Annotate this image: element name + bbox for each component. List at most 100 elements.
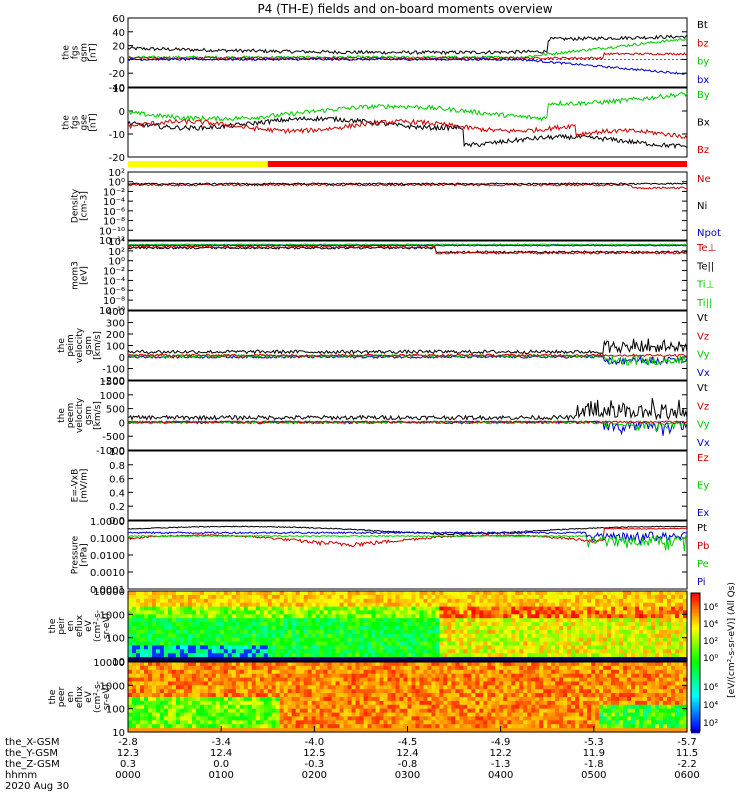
x-tick-value: -1.3 <box>491 759 511 770</box>
x-tick-value: 0500 <box>581 770 606 781</box>
x-tick-value: 12.4 <box>396 748 418 759</box>
y-tick-label: 1.0000 <box>90 517 125 528</box>
panel-temperature: 10⁴10²10⁰10⁻²10⁻⁴10⁻⁶10⁻⁸10⁻¹⁰mom3[eV]Te… <box>71 237 717 317</box>
legend-Vx: Vx <box>697 368 710 379</box>
legend-Ti||: Ti|| <box>696 298 712 309</box>
x-tick-value: 0400 <box>488 770 513 781</box>
colorbar-tick: 10⁰ <box>703 654 718 664</box>
y-tick-label: 0.2 <box>109 502 125 513</box>
y-tick-label: -20 <box>109 153 125 164</box>
mode-bar-segment-0 <box>128 161 268 167</box>
legend-Bt: Bt <box>697 20 708 31</box>
series-Pt <box>128 526 687 535</box>
legend-Ex: Ex <box>697 508 709 519</box>
legend-Vz: Vz <box>697 331 709 342</box>
y-tick-label: 500 <box>106 405 125 416</box>
x-row-label: the_Z-GSM <box>5 759 60 770</box>
x-tick-value: 0.3 <box>120 759 136 770</box>
panel-frame <box>128 521 687 589</box>
x-date-label: 2020 Aug 30 <box>5 781 69 792</box>
series-bz <box>128 53 687 59</box>
y-tick-label: 0 <box>119 55 125 66</box>
y-tick-label: 0.0100 <box>90 551 125 562</box>
y-axis-label: [mV/m] <box>80 469 90 503</box>
x-tick-value: 0300 <box>395 770 420 781</box>
x-tick-value: -5.7 <box>677 737 697 748</box>
legend-Te⊥: Te⊥ <box>696 243 716 254</box>
y-tick-label: 0.6 <box>109 475 125 486</box>
colorbar-tick: 10⁴ <box>703 620 718 630</box>
panel-frame <box>128 241 687 310</box>
legend-Vz: Vz <box>697 401 709 412</box>
y-tick-label: 1500 <box>100 377 125 388</box>
x-tick-value: -0.3 <box>305 759 325 770</box>
legend-bz: bz <box>697 38 709 49</box>
y-tick-label: 400 <box>106 307 125 318</box>
series-Te <box>128 245 687 246</box>
x-tick-value: -3.4 <box>211 737 231 748</box>
y-tick-label: -500 <box>102 432 125 443</box>
y-tick-label: 0 <box>119 353 125 364</box>
series-Vt <box>128 398 687 420</box>
spectrogram-cells <box>128 662 688 733</box>
legend-Npot: Npot <box>697 228 721 239</box>
x-tick-value: -1.8 <box>584 759 604 770</box>
colorbar-tick: 10⁶ <box>703 603 718 613</box>
y-tick-label: 100 <box>106 342 125 353</box>
series-Bt <box>128 35 687 54</box>
series-Vx <box>128 356 687 365</box>
y-axis-label: sr-eV) <box>102 684 112 710</box>
x-row-label: the_Y-GSM <box>5 748 58 759</box>
legend-Ni: Ni <box>697 201 707 212</box>
y-tick-label: 10000 <box>93 658 125 669</box>
y-tick-label: 0.8 <box>109 461 125 472</box>
x-tick-value: -4.0 <box>305 737 325 748</box>
x-tick-value: -5.3 <box>584 737 604 748</box>
x-tick-value: 11.5 <box>676 748 698 759</box>
y-tick-label: 40 <box>112 28 125 39</box>
legend-Vx: Vx <box>697 438 710 449</box>
y-axis-label: [eV] <box>80 266 90 285</box>
y-tick-label: 20 <box>112 42 125 53</box>
x-tick-value: -2.2 <box>677 759 697 770</box>
y-axis-label: [nT] <box>89 113 99 131</box>
legend-By: By <box>697 90 710 101</box>
x-tick-value: 12.5 <box>303 748 325 759</box>
colorbar-tick: 10² <box>703 719 718 729</box>
legend-Ne: Ne <box>697 174 711 185</box>
legend-Ez: Ez <box>697 453 709 464</box>
y-tick-label: 1.0 <box>109 447 125 458</box>
legend-Vt: Vt <box>697 313 708 324</box>
legend-Ey: Ey <box>697 481 709 492</box>
x-tick-value: -4.5 <box>398 737 418 748</box>
series-Vt <box>128 339 687 354</box>
series-Teperp <box>128 246 687 254</box>
legend-Pt: Pt <box>697 523 707 534</box>
legend-Vy: Vy <box>697 420 710 431</box>
y-tick-label: 1000 <box>100 391 125 402</box>
x-tick-value: -4.9 <box>491 737 511 748</box>
legend-by: by <box>697 57 709 68</box>
series-By <box>128 92 687 120</box>
legend-Te||: Te|| <box>696 261 714 272</box>
legend-Bx: Bx <box>697 118 710 129</box>
legend-Pe: Pe <box>697 559 709 570</box>
y-tick-label: -100 <box>102 365 125 376</box>
legend-Bz: Bz <box>697 145 709 156</box>
y-tick-label: -20 <box>109 69 125 80</box>
x-tick-value: 12.3 <box>117 748 139 759</box>
legend-bx: bx <box>697 75 709 86</box>
legend-Vy: Vy <box>697 350 710 361</box>
y-tick-label: 0.0010 <box>90 568 125 579</box>
x-tick-value: 12.4 <box>210 748 232 759</box>
series-bx <box>128 58 687 74</box>
panel-frame <box>128 172 687 240</box>
y-axis-label: sr-eV) <box>102 613 112 639</box>
chart-title: P4 (TH-E) fields and on-board moments ov… <box>257 2 552 16</box>
legend-Pi: Pi <box>697 577 706 588</box>
